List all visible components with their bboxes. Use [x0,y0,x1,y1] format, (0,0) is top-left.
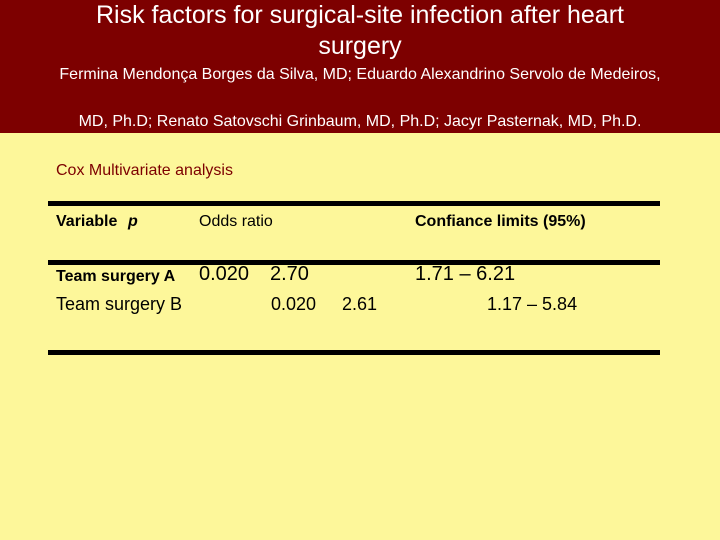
table-top-rule [48,201,660,206]
authors-line-2: MD, Ph.D; Renato Satovschi Grinbaum, MD,… [78,113,642,130]
authors-line-1: Fermina Mendonça Borges da Silva, MD; Ed… [59,66,661,83]
slide-title: Risk factors for surgical-site infection… [0,0,720,62]
row-1-p: 0.020 [199,263,250,285]
slide-title-line-1: Risk factors for surgical-site infection… [96,1,624,29]
header-p: p [128,213,138,230]
header-confidence-limits: Confiance limits (95%) [415,213,586,230]
title-banner: Risk factors for surgical-site infection… [0,0,720,133]
row-2-p: 0.020 [271,294,317,314]
slide-title-line-2: surgery [318,32,402,60]
header-variable: Variable [56,213,118,230]
row-2-variable: Team surgery B [56,294,183,314]
section-title: Cox Multivariate analysis [56,162,233,179]
row-1-variable: Team surgery A [56,268,176,285]
header-odds-ratio: Odds ratio [199,213,273,230]
row-1-confidence: 1.71 – 6.21 [415,263,516,285]
row-2-odds-ratio: 2.61 [342,294,378,314]
table-bottom-rule [48,350,660,355]
row-1-odds-ratio: 2.70 [270,263,309,285]
table-header-rule [48,260,660,265]
row-2-confidence: 1.17 – 5.84 [487,294,578,314]
